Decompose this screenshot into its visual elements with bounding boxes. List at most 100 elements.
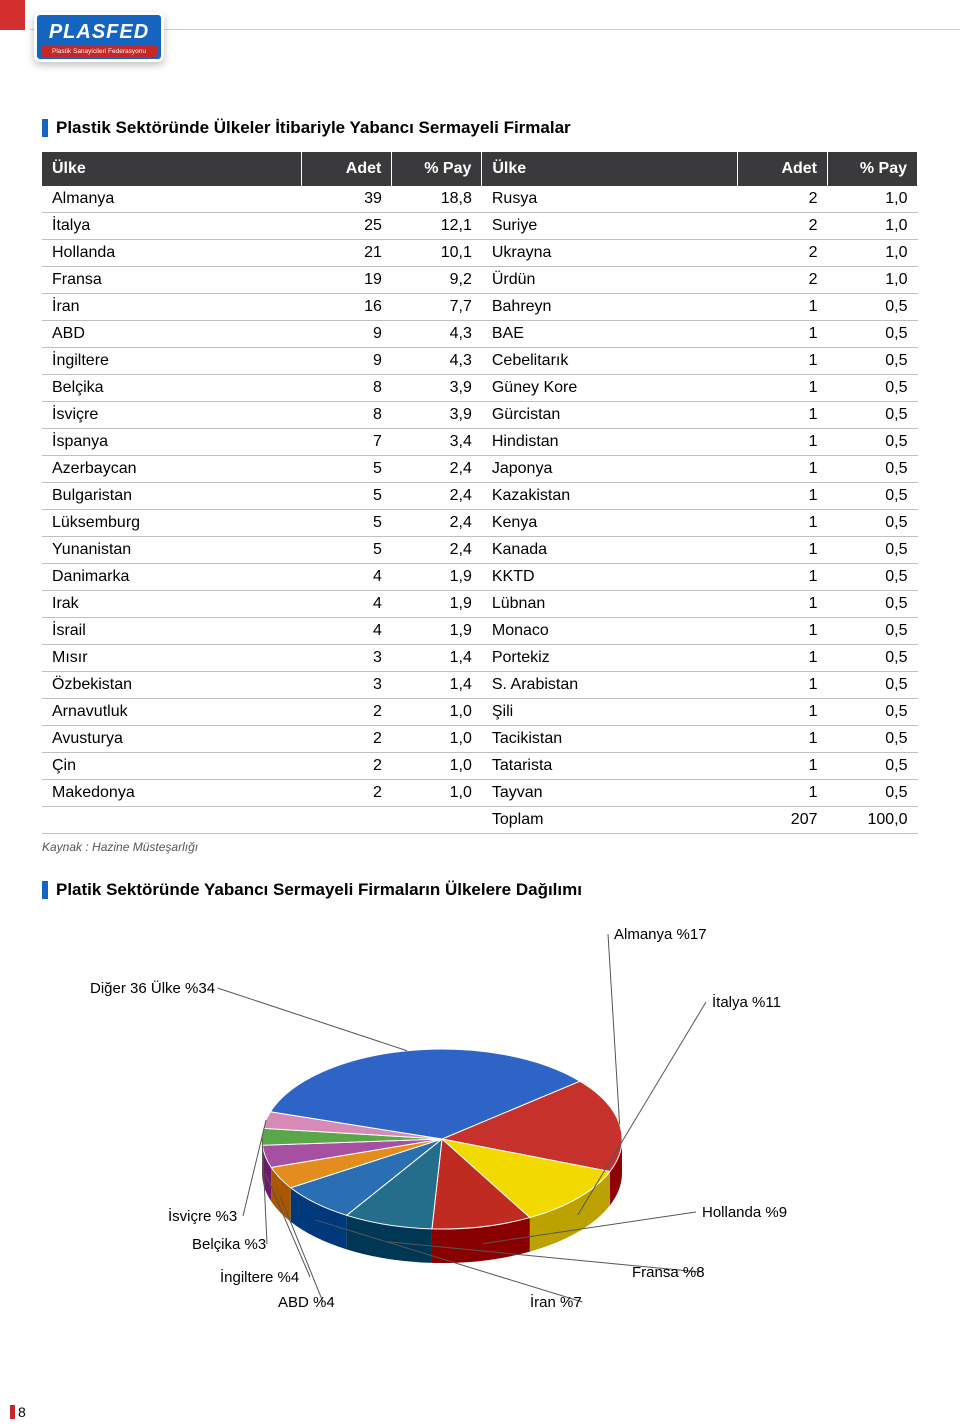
- table-cell: 2: [738, 240, 828, 267]
- page-number: 8: [10, 1404, 26, 1420]
- th-ulke-1: Ülke: [42, 152, 302, 186]
- table-cell: 39: [302, 186, 392, 213]
- th-pay-1: % Pay: [392, 152, 482, 186]
- table-cell: 1: [738, 483, 828, 510]
- th-pay-2: % Pay: [828, 152, 918, 186]
- table-cell: Toplam: [482, 807, 738, 834]
- table-cell: Portekiz: [482, 645, 738, 672]
- table-cell: İsviçre: [42, 402, 302, 429]
- table-row: İran167,7Bahreyn10,5: [42, 294, 918, 321]
- table-cell: 19: [302, 267, 392, 294]
- pie-label: İtalya %11: [712, 994, 781, 1011]
- table-cell: 1,0: [392, 699, 482, 726]
- table-row: Çin21,0Tatarista10,5: [42, 753, 918, 780]
- table-row: Belçika83,9Güney Kore10,5: [42, 375, 918, 402]
- table-cell: İran: [42, 294, 302, 321]
- pie-label: Fransa %8: [632, 1264, 705, 1281]
- header-line: [30, 14, 960, 30]
- logo-sub: Plastik Sanayicileri Federasyonu: [41, 46, 157, 57]
- pie-label: ABD %4: [278, 1294, 335, 1311]
- table-cell: 0,5: [828, 510, 918, 537]
- table-row: ABD94,3BAE10,5: [42, 321, 918, 348]
- table-cell: Almanya: [42, 186, 302, 213]
- table-cell: Avusturya: [42, 726, 302, 753]
- table-cell: 4: [302, 618, 392, 645]
- pie-leader-line: [608, 934, 620, 1124]
- table-cell: İtalya: [42, 213, 302, 240]
- table-row: Hollanda2110,1Ukrayna21,0: [42, 240, 918, 267]
- table-cell: 0,5: [828, 321, 918, 348]
- table-cell: Tayvan: [482, 780, 738, 807]
- table-cell: Gürcistan: [482, 402, 738, 429]
- table-cell: 4: [302, 564, 392, 591]
- table-cell: İngiltere: [42, 348, 302, 375]
- table-cell: Bahreyn: [482, 294, 738, 321]
- table-cell: S. Arabistan: [482, 672, 738, 699]
- table-cell: 2,4: [392, 456, 482, 483]
- th-adet-1: Adet: [302, 152, 392, 186]
- table-cell: 25: [302, 213, 392, 240]
- table-cell: 1,9: [392, 564, 482, 591]
- table-cell: 0,5: [828, 591, 918, 618]
- table-row: Mısır31,4Portekiz10,5: [42, 645, 918, 672]
- table-cell: Kanada: [482, 537, 738, 564]
- pie-label: İngiltere %4: [220, 1269, 299, 1286]
- table-cell: Kenya: [482, 510, 738, 537]
- table-cell: 4,3: [392, 348, 482, 375]
- table-row: İtalya2512,1Suriye21,0: [42, 213, 918, 240]
- table-header-row: Ülke Adet % Pay Ülke Adet % Pay: [42, 152, 918, 186]
- table-cell: 1,0: [392, 726, 482, 753]
- table-cell: 1: [738, 294, 828, 321]
- table-cell: Fransa: [42, 267, 302, 294]
- table-cell: Lübnan: [482, 591, 738, 618]
- table-row: Azerbaycan52,4Japonya10,5: [42, 456, 918, 483]
- table-cell: Özbekistan: [42, 672, 302, 699]
- table-row: Özbekistan31,4S. Arabistan10,5: [42, 672, 918, 699]
- table-cell: 1: [738, 429, 828, 456]
- table-cell: Monaco: [482, 618, 738, 645]
- table-row: İsviçre83,9Gürcistan10,5: [42, 402, 918, 429]
- table-cell: 1: [738, 402, 828, 429]
- table-row: Lüksemburg52,4Kenya10,5: [42, 510, 918, 537]
- th-ulke-2: Ülke: [482, 152, 738, 186]
- table-cell: 1: [738, 591, 828, 618]
- table-row: Toplam207100,0: [42, 807, 918, 834]
- source-text: Kaynak : Hazine Müsteşarlığı: [42, 840, 918, 854]
- table-cell: 0,5: [828, 672, 918, 699]
- table-cell: 8: [302, 402, 392, 429]
- table-cell: 7: [302, 429, 392, 456]
- table-cell: 2: [738, 267, 828, 294]
- table-cell: 1: [738, 537, 828, 564]
- table-row: İspanya73,4Hindistan10,5: [42, 429, 918, 456]
- table-cell: [302, 807, 392, 834]
- table-cell: Irak: [42, 591, 302, 618]
- table-cell: 1,0: [828, 240, 918, 267]
- page-number-mark: [10, 1405, 15, 1419]
- table-cell: Tacikistan: [482, 726, 738, 753]
- table-cell: 0,5: [828, 780, 918, 807]
- table-cell: 0,5: [828, 429, 918, 456]
- table-cell: 0,5: [828, 402, 918, 429]
- table-row: Irak41,9Lübnan10,5: [42, 591, 918, 618]
- table-cell: Suriye: [482, 213, 738, 240]
- table-cell: 9: [302, 321, 392, 348]
- table-row: Bulgaristan52,4Kazakistan10,5: [42, 483, 918, 510]
- table-cell: 1: [738, 618, 828, 645]
- pie-label: İran %7: [530, 1294, 582, 1311]
- table-cell: Japonya: [482, 456, 738, 483]
- table-cell: 0,5: [828, 618, 918, 645]
- table-row: İngiltere94,3Cebelitarık10,5: [42, 348, 918, 375]
- table-cell: Hindistan: [482, 429, 738, 456]
- pie-leader-line: [218, 988, 408, 1051]
- table-cell: 1: [738, 564, 828, 591]
- table-cell: Cebelitarık: [482, 348, 738, 375]
- table-cell: Makedonya: [42, 780, 302, 807]
- pie-label: Almanya %17: [614, 926, 707, 943]
- table-cell: Hollanda: [42, 240, 302, 267]
- table-cell: 2,4: [392, 510, 482, 537]
- table-cell: 0,5: [828, 699, 918, 726]
- section1-title-text: Plastik Sektöründe Ülkeler İtibariyle Ya…: [56, 118, 571, 138]
- pie-chart-svg: [42, 914, 918, 1344]
- table-cell: 100,0: [828, 807, 918, 834]
- table-cell: Yunanistan: [42, 537, 302, 564]
